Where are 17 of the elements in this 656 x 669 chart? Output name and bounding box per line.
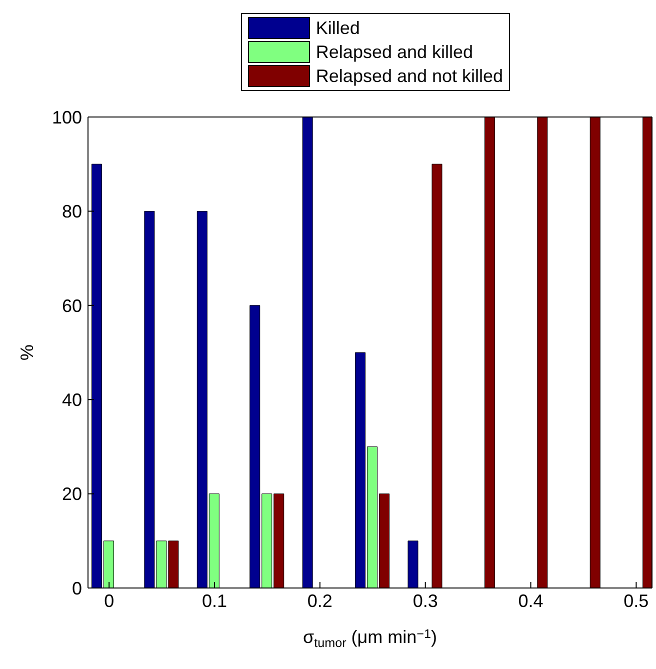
x-tick-label: 0 <box>104 590 114 611</box>
y-tick-label: 0 <box>72 578 82 598</box>
y-tick-label: 100 <box>52 107 82 128</box>
x-tick-label: 0.1 <box>202 590 228 611</box>
legend-label: Relapsed and not killed <box>316 66 504 86</box>
legend-label: Killed <box>316 18 360 38</box>
y-tick-label: 80 <box>62 202 82 222</box>
x-tick-label: 0.4 <box>518 590 544 611</box>
x-tick-label: 0.5 <box>624 590 649 611</box>
y-tick-label: 20 <box>62 484 82 504</box>
x-tick-label: 0.3 <box>412 590 438 611</box>
y-axis-title: % <box>17 344 37 361</box>
x-axis-title: σ$_{tumor}$ (μm min$^{−1}$) <box>302 626 438 650</box>
x-tick-label: 0.2 <box>307 590 332 611</box>
y-tick-label: 60 <box>62 296 82 316</box>
legend-label: Relapsed and killed <box>316 42 474 62</box>
y-tick-label: 40 <box>62 390 82 410</box>
